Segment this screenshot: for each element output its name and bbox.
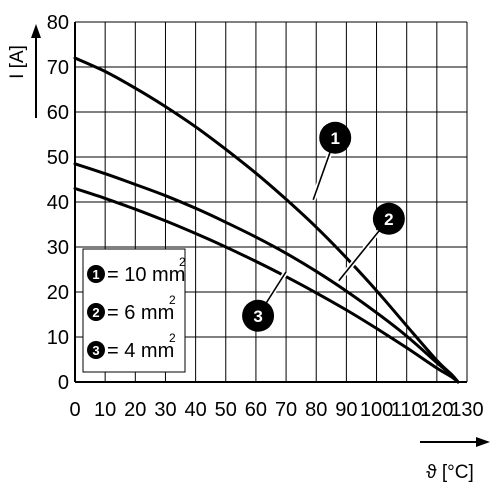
y-tick-label: 10 [47, 327, 69, 349]
series-line-2 [73, 162, 460, 384]
y-tick-label: 80 [47, 12, 69, 34]
callout-badge [242, 299, 275, 332]
x-tick-label: 70 [275, 399, 297, 421]
x-tick-label: 90 [335, 399, 357, 421]
x-tick-label: 110 [391, 399, 423, 421]
legend-label-exponent: 2 [169, 331, 176, 345]
callout-badge [319, 121, 352, 154]
x-tick-label: 30 [154, 399, 176, 421]
y-tick-label: 0 [58, 372, 69, 394]
legend-badge [87, 341, 105, 359]
x-tick-label: 50 [215, 399, 237, 421]
legend-label: = 4 mm [107, 340, 174, 362]
legend-item: 1 = 10 mm2 [87, 255, 186, 286]
callout-badge-number: 2 [384, 210, 393, 229]
legend-badge [87, 303, 105, 321]
x-tick-label: 0 [69, 399, 80, 421]
x-tick-label: 80 [305, 399, 327, 421]
legend-label-exponent: 2 [179, 255, 186, 269]
legend-badge-number: 1 [92, 267, 99, 282]
callout-badge-number: 1 [330, 129, 339, 148]
legend-item: 2 = 6 mm2 [87, 293, 176, 324]
y-axis-label: I [A] [7, 45, 28, 79]
legend-label: = 6 mm [107, 302, 174, 324]
y-axis-arrow [31, 24, 41, 118]
y-tick-label: 50 [47, 147, 69, 169]
legend-label-exponent: 2 [169, 293, 176, 307]
x-tick-label: 20 [124, 399, 146, 421]
y-tick-label: 70 [47, 57, 69, 79]
y-tick-label: 20 [47, 282, 69, 304]
callout-badge-number: 3 [253, 307, 262, 326]
x-tick-label: 100 [360, 399, 393, 421]
x-tick-label: 130 [450, 399, 483, 421]
legend-label: = 10 mm [107, 264, 185, 286]
callout-1: 1 [310, 121, 352, 201]
callout-layer: 1 2 3 [242, 121, 405, 332]
series-layer [73, 56, 460, 384]
grid [74, 21, 468, 383]
x-tick-label: 120 [420, 399, 453, 421]
x-tick-label: 40 [184, 399, 206, 421]
callout-badge [372, 202, 405, 235]
callout-2: 2 [336, 202, 405, 283]
axes [74, 22, 467, 383]
x-axis-label: ϑ [°C] [426, 462, 474, 483]
series-line-3 [73, 187, 460, 384]
y-tick-label: 30 [47, 237, 69, 259]
x-axis-arrow [420, 437, 490, 447]
legend-badge-number: 2 [92, 305, 99, 320]
series-line-1 [73, 56, 460, 384]
callout-3: 3 [242, 270, 289, 332]
x-tick-label: 60 [245, 399, 267, 421]
y-tick-label: 40 [47, 192, 69, 214]
legend-badge [87, 265, 105, 283]
legend-badge-number: 3 [92, 343, 99, 358]
y-tick-label: 60 [47, 102, 69, 124]
legend-item: 3 = 4 mm2 [87, 331, 176, 362]
x-tick-label: 10 [94, 399, 116, 421]
